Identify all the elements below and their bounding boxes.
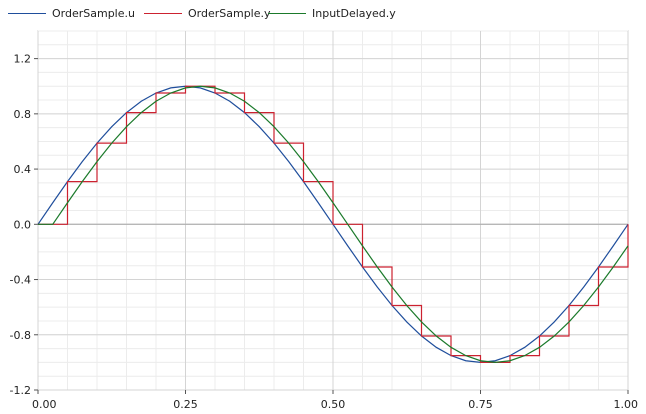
y-tick-label: 0.8 <box>14 108 32 121</box>
x-tick-label: 1.00 <box>614 398 639 411</box>
x-tick-label: 0.00 <box>32 398 57 411</box>
chart-legend: OrderSample.u OrderSample.y InputDelayed… <box>0 0 646 26</box>
x-tick-label: 0.25 <box>173 398 198 411</box>
legend-swatch-inputdelayed-y <box>268 12 306 14</box>
series-line-ordersample-y <box>38 85 629 363</box>
legend-item-inputdelayed-y[interactable]: InputDelayed.y <box>268 6 396 20</box>
y-tick-label: -0.8 <box>10 329 31 342</box>
major-gridlines <box>37 31 629 391</box>
y-tick-label: -0.4 <box>10 274 31 287</box>
x-tick-label: 0.75 <box>468 398 493 411</box>
legend-item-ordersample-u[interactable]: OrderSample.u <box>8 6 135 20</box>
x-tick-label: 0.50 <box>321 398 346 411</box>
legend-label-ordersample-y: OrderSample.y <box>188 6 271 20</box>
y-tick-label: 0.0 <box>14 218 32 231</box>
y-tick-label: 1.2 <box>14 53 32 66</box>
axes: 0.00 0.25 0.50 0.75 1.00 1.2 0.8 0.4 0.0 -0.4 -0.8… <box>10 53 638 411</box>
legend-swatch-ordersample-u <box>8 12 46 14</box>
series-layer <box>37 85 629 363</box>
legend-swatch-ordersample-y <box>144 12 182 14</box>
y-tick-label: -1.2 <box>10 384 31 397</box>
series-line-inputdelayed-y <box>38 85 629 363</box>
legend-label-inputdelayed-y: InputDelayed.y <box>312 6 396 20</box>
legend-label-ordersample-u: OrderSample.u <box>52 6 135 20</box>
legend-item-ordersample-y[interactable]: OrderSample.y <box>144 6 271 20</box>
y-tick-label: 0.4 <box>14 163 32 176</box>
